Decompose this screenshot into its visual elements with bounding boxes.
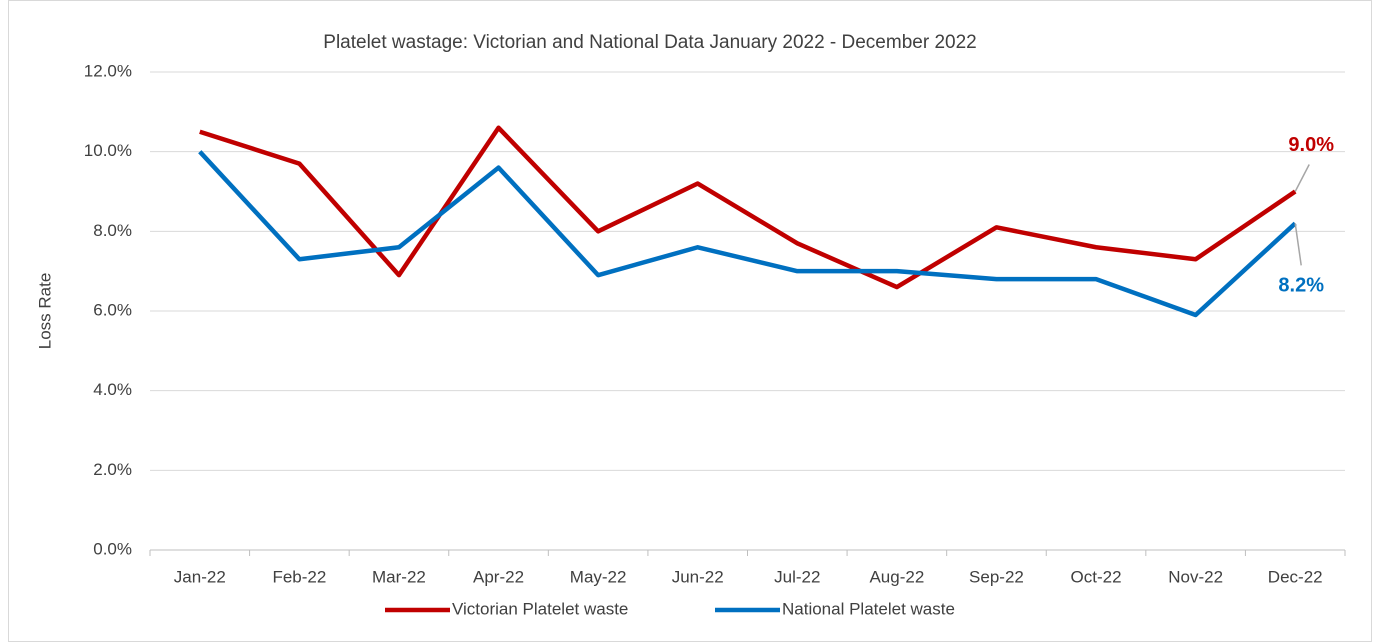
y-tick-label: 6.0% (93, 300, 132, 319)
x-tick-label: May-22 (570, 567, 627, 586)
x-tick-label: Jul-22 (774, 567, 820, 586)
legend-label: National Platelet waste (782, 599, 955, 618)
y-axis-label: Loss Rate (35, 273, 54, 350)
leader-line (1294, 223, 1302, 266)
y-tick-label: 10.0% (84, 141, 132, 160)
y-tick-label: 12.0% (84, 61, 132, 80)
data-label: 8.2% (1278, 275, 1324, 297)
y-tick-label: 2.0% (93, 460, 132, 479)
y-tick-label: 0.0% (93, 539, 132, 558)
x-tick-label: Apr-22 (473, 567, 524, 586)
data-label: 9.0% (1288, 134, 1334, 156)
chart-frame (8, 0, 1372, 642)
chart-title: Platelet wastage: Victorian and National… (323, 32, 976, 53)
data-line (198, 150, 1297, 318)
x-tick-label: Aug-22 (869, 567, 924, 586)
legend-label: Victorian Platelet waste (452, 599, 628, 618)
data-line (199, 125, 1297, 290)
x-tick-label: Jan-22 (174, 567, 226, 586)
y-tick-label: 8.0% (93, 221, 132, 240)
y-tick-label: 4.0% (93, 380, 132, 399)
x-tick-label: Jun-22 (672, 567, 724, 586)
leader-line (1294, 164, 1310, 192)
x-tick-label: Feb-22 (272, 567, 326, 586)
x-tick-label: Sep-22 (969, 567, 1024, 586)
x-tick-label: Nov-22 (1168, 567, 1223, 586)
x-tick-label: Oct-22 (1071, 567, 1122, 586)
x-tick-label: Dec-22 (1268, 567, 1323, 586)
x-tick-label: Mar-22 (372, 567, 426, 586)
